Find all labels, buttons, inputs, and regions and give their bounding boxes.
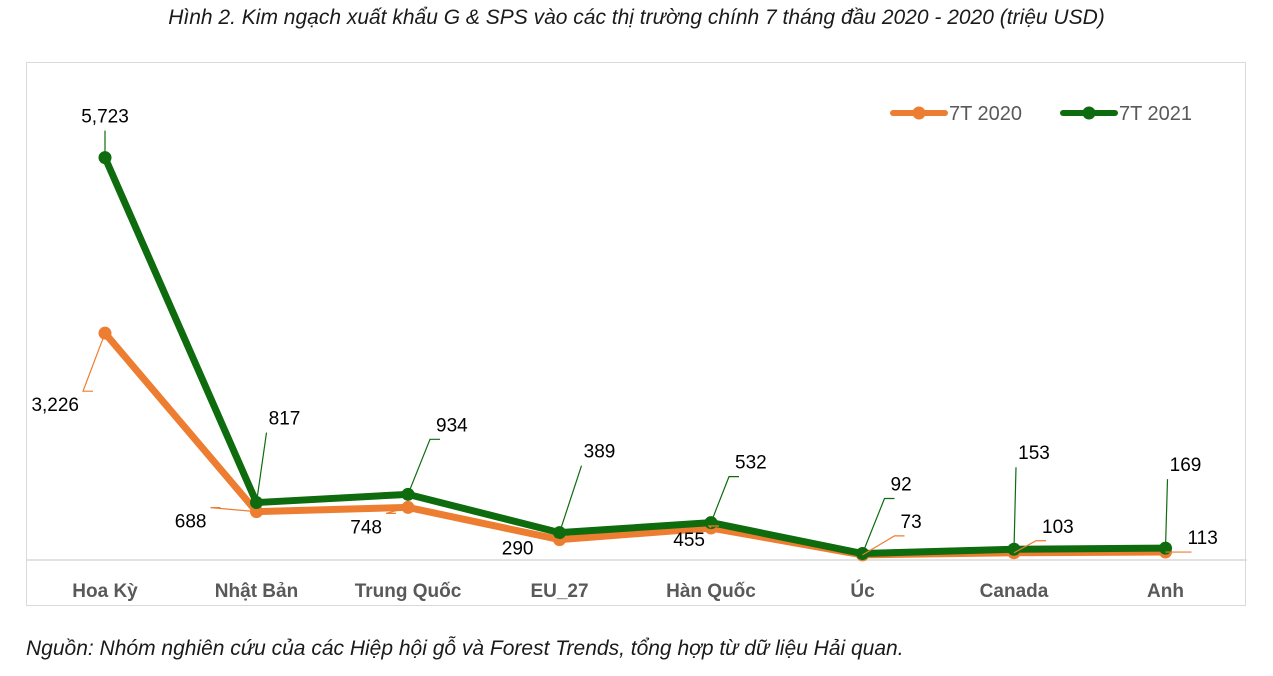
leader-line <box>255 432 268 503</box>
data-label: 455 <box>673 530 705 551</box>
data-label: 73 <box>901 512 922 533</box>
leader-line <box>558 465 583 533</box>
leader-line <box>707 525 719 529</box>
leader-line <box>407 438 440 495</box>
x-tick-label: Trung Quốc <box>355 581 462 602</box>
data-label: 169 <box>1170 455 1202 476</box>
leader-line <box>1164 479 1169 549</box>
data-label: 92 <box>891 475 912 496</box>
legend-marker-2 <box>1082 106 1096 120</box>
legend-label-2: 7T 2021 <box>1119 103 1192 125</box>
data-label: 113 <box>1188 528 1218 549</box>
x-tick-label: EU_27 <box>530 581 588 602</box>
legend-label-1: 7T 2020 <box>949 103 1022 125</box>
figure-source: Nguồn: Nhóm nghiên cứu của các Hiệp hội … <box>26 637 904 660</box>
leader-line <box>710 475 739 523</box>
legend-marker-1 <box>912 106 926 120</box>
data-label: 153 <box>1018 443 1050 464</box>
data-label: 5,723 <box>81 107 129 128</box>
series-line-2 <box>101 154 1169 558</box>
x-tick-label: Hàn Quốc <box>666 581 756 602</box>
chart-area: Hoa Kỳ Nhật Bản Trung Quốc EU_27 Hàn Quốc Úc C… <box>26 62 1247 606</box>
leader-line <box>385 506 409 515</box>
data-label: 748 <box>350 517 382 538</box>
leader-line <box>1013 540 1046 554</box>
figure-title: Hình 2. Kim ngạch xuất khẩu G & SPS vào … <box>168 6 1105 29</box>
data-label: 389 <box>584 442 616 463</box>
line-chart: Hoa Kỳ Nhật Bản Trung Quốc EU_27 Hàn Quốc Úc C… <box>27 103 1247 602</box>
leader-line <box>82 332 106 392</box>
leader-line <box>537 534 560 541</box>
data-label: 817 <box>269 409 301 430</box>
x-tick-label: Hoa Kỳ <box>72 581 138 602</box>
data-point <box>1159 541 1172 555</box>
data-label: 103 <box>1042 517 1074 538</box>
data-label: 934 <box>436 415 468 436</box>
leader-line <box>862 535 905 556</box>
series-line-1 <box>101 329 1169 559</box>
x-tick-label: Anh <box>1147 581 1184 602</box>
x-tick-label: Úc <box>850 580 875 602</box>
data-label: 290 <box>502 539 534 560</box>
data-label: 3,226 <box>31 395 79 416</box>
leader-line <box>861 497 895 554</box>
x-tick-label: Nhật Bản <box>215 581 298 602</box>
x-tick-label: Canada <box>980 581 1049 602</box>
data-label: 688 <box>175 512 207 533</box>
data-label: 532 <box>735 453 767 474</box>
leader-line <box>1013 467 1017 550</box>
leader-line <box>210 507 257 513</box>
